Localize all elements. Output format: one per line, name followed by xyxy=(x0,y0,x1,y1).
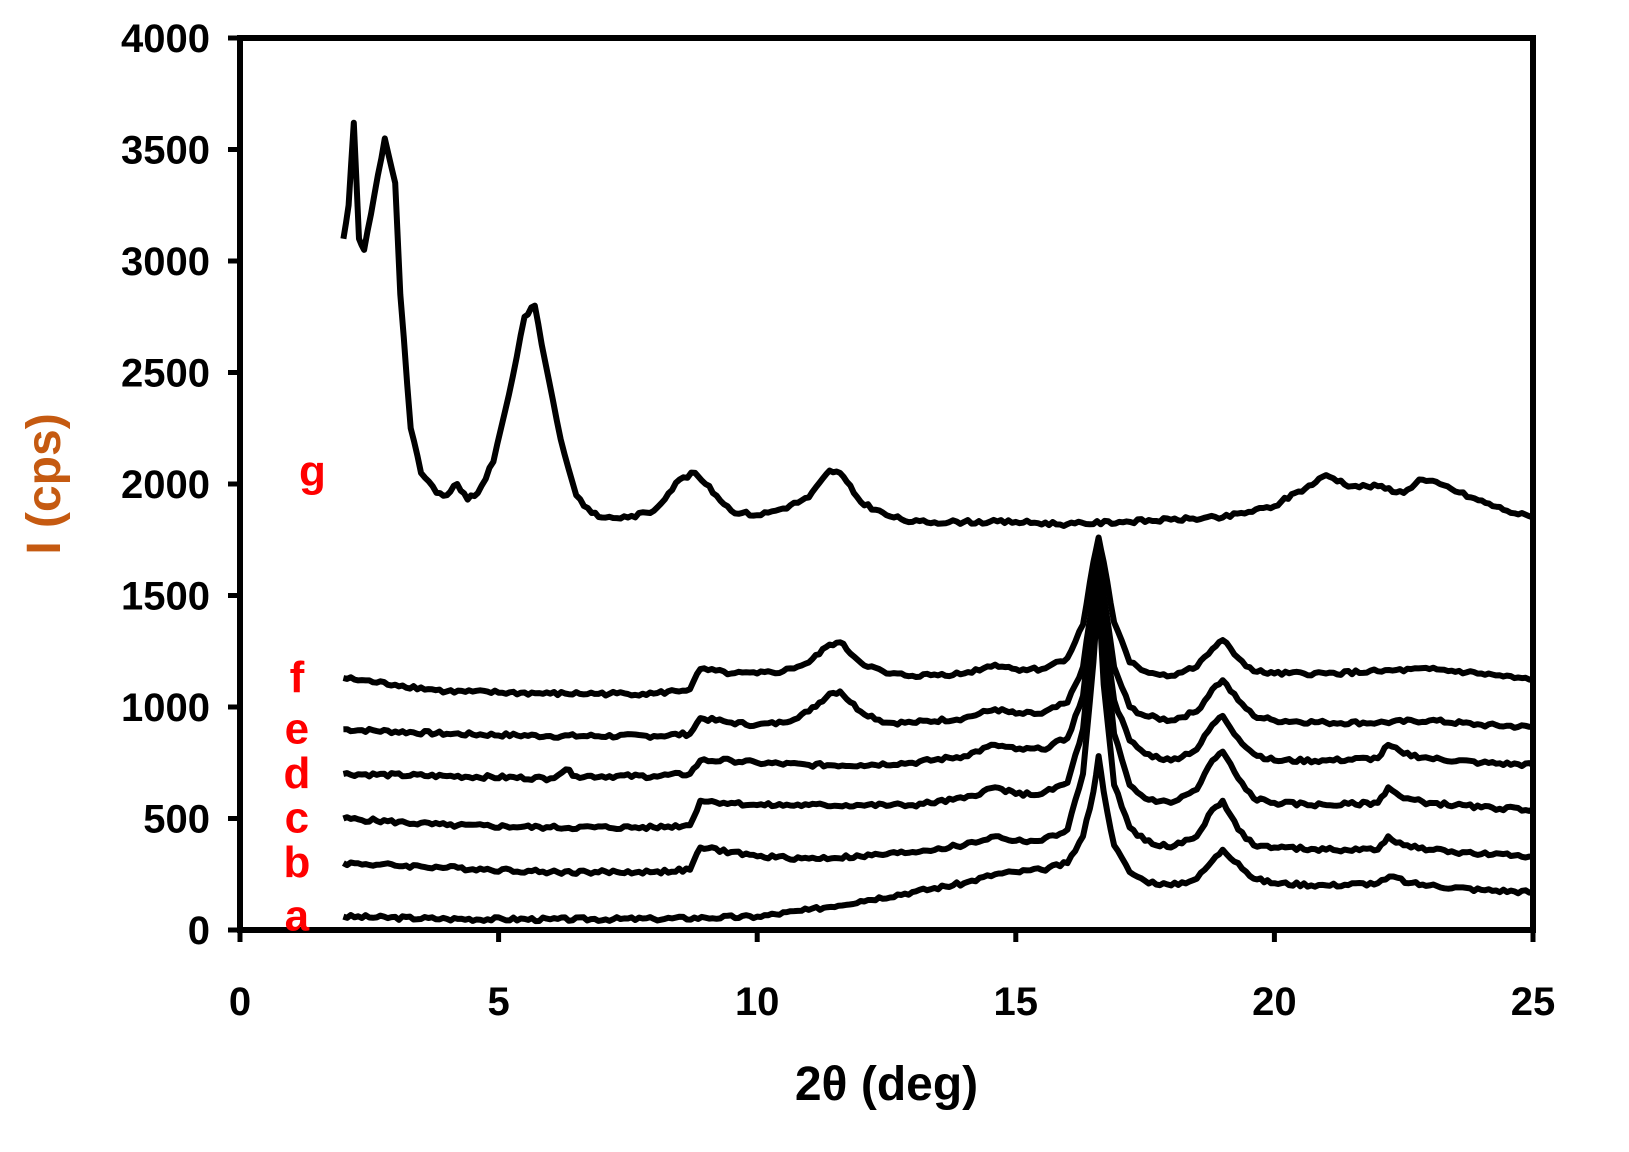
series-label-b: b xyxy=(283,838,310,887)
y-tick-label: 3500 xyxy=(121,129,210,173)
x-tick-label: 10 xyxy=(735,980,780,1024)
y-tick-label: 1000 xyxy=(121,686,210,730)
series-layer xyxy=(340,119,1535,925)
y-tick-label: 2500 xyxy=(121,352,210,396)
series-label-e: e xyxy=(285,704,309,753)
x-tick-label: 15 xyxy=(994,980,1039,1024)
y-tick-label: 500 xyxy=(143,798,210,842)
x-axis-title: 2θ (deg) xyxy=(795,1058,978,1111)
series-label-d: d xyxy=(283,749,310,798)
y-tick-label: 3000 xyxy=(121,240,210,284)
x-tick-label: 0 xyxy=(229,980,251,1024)
series-line-e xyxy=(343,541,1534,741)
y-tick-label: 0 xyxy=(188,909,210,953)
series-line-f xyxy=(342,534,1534,699)
x-tick-label: 20 xyxy=(1252,980,1297,1024)
x-tick-label: 5 xyxy=(487,980,509,1024)
series-line-c xyxy=(342,559,1534,833)
y-axis-title: I (cps) xyxy=(18,413,71,554)
series-label-f: f xyxy=(290,653,305,702)
ticks-layer: 0 5 10 15 20 25 0 500 1000 1500 2000 2500 3000 3500 40… xyxy=(121,17,1555,1024)
series-label-g: g xyxy=(299,447,326,496)
series-label-a: a xyxy=(285,892,310,941)
y-tick-label: 1500 xyxy=(121,575,210,619)
series-line-b xyxy=(341,588,1534,877)
series-label-c: c xyxy=(285,794,309,843)
series-line-d xyxy=(342,547,1535,784)
y-tick-label: 4000 xyxy=(121,17,210,61)
x-tick-label: 25 xyxy=(1511,980,1556,1024)
series-line-a xyxy=(342,753,1534,925)
y-tick-label: 2000 xyxy=(121,463,210,507)
series-line-g xyxy=(340,119,1534,529)
